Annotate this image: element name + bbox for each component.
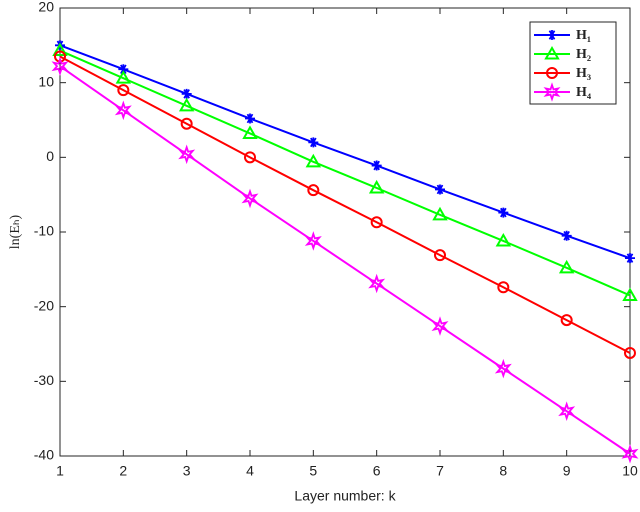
- data-point: [51, 56, 69, 77]
- data-point: [178, 97, 195, 112]
- legend-marker: [543, 82, 561, 102]
- data-point: [495, 232, 512, 247]
- data-point: [434, 249, 446, 262]
- data-point: [180, 117, 193, 130]
- data-point: [115, 70, 132, 84]
- legend-marker: [547, 30, 557, 40]
- x-tick-label: 10: [622, 463, 638, 479]
- y-tick-label: 10: [38, 73, 54, 89]
- data-point: [621, 443, 639, 464]
- x-tick-label: 2: [119, 463, 127, 479]
- data-point: [371, 160, 382, 171]
- data-point: [244, 151, 256, 164]
- data-point: [178, 144, 196, 165]
- legend-label: H₄: [576, 85, 592, 100]
- x-tick-label: 3: [183, 463, 191, 479]
- y-tick-label: -30: [34, 372, 54, 388]
- series-line: [59, 49, 631, 297]
- y-tick-label: -20: [34, 297, 54, 313]
- data-point: [558, 259, 575, 274]
- data-point: [622, 287, 638, 301]
- data-point: [304, 231, 322, 251]
- series-line: [59, 55, 631, 354]
- x-tick-label: 6: [373, 463, 381, 479]
- data-point: [117, 84, 130, 97]
- data-point: [494, 358, 512, 379]
- y-tick-label: 20: [38, 0, 54, 15]
- data-point: [241, 188, 259, 209]
- data-point: [242, 125, 258, 139]
- legend-label: H₂: [576, 47, 591, 62]
- data-point: [52, 42, 68, 57]
- y-tick-label: 0: [46, 148, 54, 164]
- data-point: [308, 137, 319, 148]
- legend-marker: [544, 45, 560, 60]
- x-tick-label: 9: [563, 463, 571, 479]
- x-tick-label: 7: [436, 463, 444, 479]
- legend-label: H₁: [576, 28, 591, 43]
- data-point: [560, 314, 573, 327]
- legend-label: H₃: [576, 66, 591, 81]
- data-point: [368, 179, 385, 194]
- data-point: [370, 216, 383, 229]
- data-point: [431, 316, 449, 336]
- data-point: [625, 253, 635, 264]
- data-point: [561, 230, 572, 241]
- data-point: [245, 113, 255, 124]
- y-tick-label: -40: [34, 447, 54, 463]
- x-tick-label: 4: [246, 463, 254, 479]
- y-axis-label: ln(Eₕ): [8, 214, 23, 249]
- data-point: [624, 346, 636, 359]
- series-line: [59, 44, 631, 260]
- data-point: [368, 273, 386, 294]
- legend-marker: [546, 67, 558, 79]
- data-point: [114, 100, 132, 121]
- series-line: [59, 65, 631, 455]
- data-point: [118, 64, 129, 75]
- data-point: [558, 401, 576, 421]
- x-tick-label: 8: [499, 463, 507, 479]
- data-point: [305, 153, 322, 168]
- data-point: [181, 88, 192, 99]
- data-point: [435, 184, 445, 195]
- data-point: [432, 206, 448, 221]
- y-tick-label: -10: [34, 223, 54, 239]
- x-tick-label: 5: [309, 463, 317, 479]
- x-axis-label: Layer number: k: [294, 488, 396, 504]
- x-tick-label: 1: [56, 463, 64, 479]
- data-point: [498, 207, 509, 218]
- data-point: [307, 184, 320, 197]
- data-point: [497, 281, 510, 294]
